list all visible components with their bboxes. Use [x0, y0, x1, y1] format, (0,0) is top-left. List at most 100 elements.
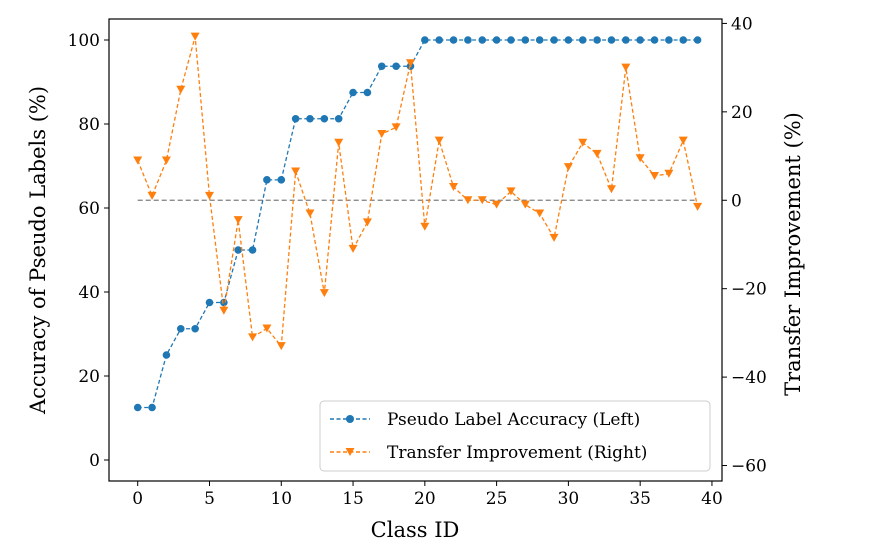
data-point-accuracy	[464, 36, 472, 44]
left-y-tick-label: 0	[89, 451, 100, 471]
data-point-transfer	[262, 324, 272, 333]
data-point-accuracy	[320, 114, 329, 123]
data-point-transfer	[635, 154, 645, 163]
data-point-accuracy	[622, 36, 630, 44]
left-y-tick-label: 40	[78, 283, 100, 303]
legend: Pseudo Label Accuracy (Left) Transfer Im…	[319, 400, 711, 472]
data-point-transfer	[563, 163, 573, 172]
left-y-tick-label: 20	[78, 367, 100, 387]
data-point-transfer	[377, 129, 387, 138]
data-point-transfer	[233, 216, 243, 225]
plot-area	[108, 18, 723, 482]
data-point-accuracy	[148, 403, 156, 412]
data-point-transfer	[549, 233, 559, 242]
data-point-accuracy	[550, 36, 558, 44]
data-point-transfer	[592, 149, 602, 158]
data-point-transfer	[348, 244, 358, 253]
axes-frame	[108, 18, 723, 482]
data-point-accuracy	[363, 88, 372, 97]
data-point-transfer	[678, 136, 688, 145]
data-point-transfer	[147, 191, 157, 200]
right-y-tick-label: 40	[731, 14, 753, 34]
data-point-accuracy	[578, 36, 587, 44]
data-point-accuracy	[263, 176, 271, 184]
series-line-transfer	[137, 36, 699, 348]
data-point-transfer	[506, 187, 516, 196]
data-point-accuracy	[535, 36, 544, 44]
data-point-accuracy	[593, 36, 601, 44]
data-point-transfer	[606, 185, 616, 194]
data-point-accuracy	[421, 36, 429, 44]
right-y-tick-label: 20	[731, 103, 753, 123]
data-point-transfer	[449, 183, 459, 191]
data-point-accuracy	[191, 324, 199, 333]
right-y-axis-label: Transfer Improvement (%)	[781, 112, 805, 396]
data-point-transfer	[291, 167, 301, 176]
data-point-transfer	[161, 156, 171, 165]
left-y-tick-label: 100	[68, 31, 100, 51]
data-point-accuracy	[693, 36, 702, 44]
data-point-transfer	[535, 209, 545, 218]
data-point-transfer	[463, 196, 473, 205]
data-point-accuracy	[205, 298, 214, 307]
data-point-transfer	[650, 171, 660, 180]
x-tick-label: 15	[342, 489, 364, 509]
data-point-transfer	[305, 209, 315, 218]
data-point-transfer	[219, 306, 229, 315]
data-point-accuracy	[564, 36, 573, 44]
data-point-transfer	[434, 136, 444, 145]
data-point-transfer	[276, 342, 286, 351]
x-axis-label: Class ID	[371, 518, 460, 542]
data-point-accuracy	[291, 114, 300, 123]
x-tick-label: 5	[204, 489, 215, 509]
data-point-accuracy	[220, 298, 228, 307]
data-point-transfer	[319, 289, 329, 298]
data-point-transfer	[362, 218, 372, 227]
data-point-accuracy	[133, 403, 142, 412]
legend-label-transfer: Transfer Improvement (Right)	[387, 443, 647, 463]
data-point-accuracy	[449, 36, 458, 44]
data-point-transfer	[405, 59, 415, 68]
data-point-transfer	[204, 191, 214, 200]
data-point-accuracy	[392, 62, 400, 71]
data-point-transfer	[190, 32, 200, 41]
right-y-tick-label: −20	[731, 280, 767, 300]
data-point-accuracy	[349, 88, 357, 97]
right-y-tick-label: −60	[731, 457, 767, 477]
data-point-accuracy	[162, 351, 171, 359]
x-tick-label: 30	[558, 489, 580, 509]
data-point-transfer	[391, 123, 401, 132]
data-point-transfer	[621, 63, 631, 72]
data-point-accuracy	[650, 36, 659, 44]
data-point-accuracy	[248, 246, 257, 254]
data-point-accuracy	[636, 36, 644, 44]
x-tick-label: 0	[132, 489, 143, 509]
data-point-accuracy	[277, 176, 286, 184]
data-point-accuracy	[665, 36, 673, 44]
x-tick-label: 40	[701, 489, 723, 509]
data-point-transfer	[133, 156, 143, 165]
data-point-accuracy	[521, 36, 530, 44]
x-tick-label: 25	[486, 489, 508, 509]
left-y-tick-label: 80	[78, 115, 100, 135]
data-point-accuracy	[334, 114, 343, 123]
legend-label-accuracy: Pseudo Label Accuracy (Left)	[387, 410, 640, 430]
data-point-accuracy	[607, 36, 616, 44]
data-point-transfer	[248, 333, 258, 342]
x-tick-label: 20	[414, 489, 436, 509]
data-point-accuracy	[234, 246, 242, 254]
legend-marker-transfer	[345, 448, 355, 456]
right-y-tick-label: −40	[731, 368, 767, 388]
series-line-accuracy	[137, 39, 698, 409]
data-point-transfer	[420, 222, 430, 231]
data-point-accuracy	[679, 36, 688, 44]
data-point-accuracy	[377, 62, 386, 71]
legend-box	[319, 400, 711, 472]
data-point-transfer	[334, 138, 344, 147]
data-point-accuracy	[492, 36, 501, 44]
data-point-transfer	[664, 169, 674, 178]
left-y-axis-label: Accuracy of Pseudo Labels (%)	[26, 86, 50, 415]
right-y-tick-label: 0	[731, 191, 742, 211]
data-point-transfer	[492, 200, 502, 209]
